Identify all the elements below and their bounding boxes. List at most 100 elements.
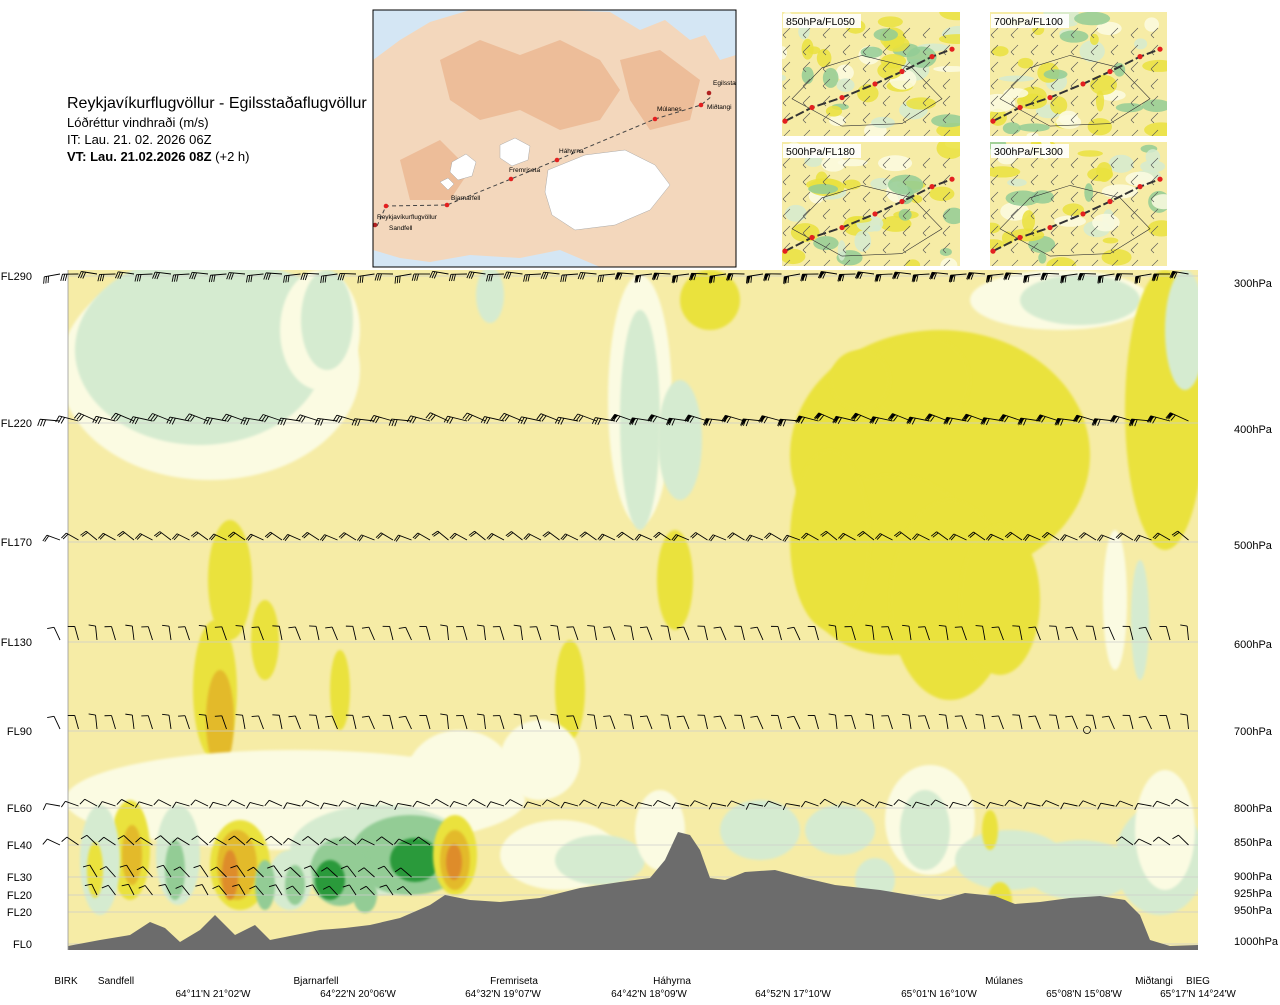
map-waypoint-marker: [554, 157, 560, 163]
wind-barb-feather: [902, 624, 910, 627]
wind-barb: [65, 800, 79, 807]
wind-barb-feather: [579, 272, 584, 280]
wind-barb-feather: [536, 413, 542, 420]
wind-barb: [53, 627, 61, 641]
wind-barb-feather: [857, 531, 864, 536]
wind-barb-feather: [132, 417, 137, 424]
wind-barb: [583, 799, 597, 807]
valid-time-main: VT: Lau. 21.02.2026 08Z: [67, 149, 212, 164]
wind-barb: [675, 802, 690, 807]
wind-barb-feather: [1006, 532, 1013, 539]
inset-waypoint-marker: [899, 198, 905, 205]
contour-region: [165, 840, 185, 900]
inset-map-label: 700hPa/FL100: [994, 16, 1063, 28]
wind-barb: [720, 715, 727, 730]
inset-waypoint-marker: [809, 234, 815, 241]
wind-barb-feather: [240, 417, 245, 425]
wind-barb: [123, 835, 135, 846]
wind-barb-feather: [828, 624, 836, 627]
wind-barb-pennant: [907, 417, 914, 425]
wind-barb: [453, 801, 468, 807]
wind-barb-pennant: [1170, 271, 1177, 279]
wind-barb-feather: [1173, 271, 1178, 279]
wind-barb: [397, 803, 412, 807]
wind-barb-feather: [634, 534, 640, 541]
wind-barb-feather: [507, 272, 512, 280]
wind-barb: [360, 802, 375, 807]
wind-barb-feather: [173, 866, 181, 871]
wind-barb-feather: [156, 864, 164, 868]
wind-barb: [691, 272, 708, 275]
contour-region: [1135, 770, 1195, 890]
wind-barb-feather: [429, 271, 434, 278]
wind-barb: [242, 626, 246, 641]
wind-barb: [602, 533, 616, 541]
wind-barb-feather: [787, 275, 790, 284]
wind-barb-feather: [557, 417, 562, 425]
wind-barb-feather: [802, 533, 809, 540]
wind-barb-pennant: [652, 273, 659, 281]
wind-barb: [793, 627, 801, 641]
wind-barb-feather: [599, 534, 605, 541]
wind-barb-feather: [1080, 533, 1087, 539]
wind-barb-feather: [486, 801, 492, 808]
wind-barb-feather: [726, 273, 729, 281]
wind-barb-feather: [235, 714, 243, 716]
wind-barb: [704, 626, 708, 641]
wind-barb-feather: [302, 273, 306, 281]
wind-barb-feather: [948, 418, 953, 425]
flight-level-label: FL40: [7, 840, 32, 852]
wind-barb: [294, 626, 301, 641]
wind-barb: [402, 886, 412, 896]
pressure-level-label: 500hPa: [1234, 540, 1273, 552]
wind-barb: [102, 801, 116, 807]
cross-section-plot: FL290 FL220 FL170 FL130 FL90 FL60 FL40 FL30 FL20…: [1, 270, 1279, 1000]
wind-barb: [879, 533, 893, 541]
wind-barb-feather: [750, 275, 753, 283]
contour-region: [790, 450, 870, 630]
wind-barb-feather: [713, 715, 721, 718]
wind-barb-feather: [433, 271, 438, 279]
wind-barb-feather: [325, 626, 333, 629]
wind-barb-feather: [1023, 418, 1027, 426]
wind-barb-feather: [763, 800, 769, 808]
wind-barb-feather: [134, 417, 139, 425]
wind-barb-pennant: [1110, 415, 1118, 423]
wind-barb: [683, 626, 690, 641]
wind-barb-feather: [332, 414, 338, 422]
wind-barb-feather: [560, 533, 566, 540]
wind-barb-pennant: [784, 276, 789, 285]
wind-barb-feather: [1043, 533, 1050, 539]
wind-barb-feather: [43, 276, 45, 284]
wind-barb-feather: [1115, 800, 1121, 807]
wind-barb: [620, 799, 634, 807]
wind-barb-feather: [171, 417, 176, 425]
wind-barb: [895, 271, 912, 275]
wind-barb-feather: [95, 416, 100, 424]
wind-barb: [361, 838, 375, 846]
wind-barb-feather: [245, 533, 252, 540]
wind-barb-feather: [192, 532, 199, 538]
wind-barb-feather: [284, 534, 290, 541]
wind-barb-pennant: [1061, 275, 1066, 285]
wind-barb-feather: [64, 273, 68, 281]
inset-waypoint-marker: [1047, 224, 1053, 231]
wind-barb-feather: [745, 534, 751, 541]
wind-barb-feather: [42, 803, 47, 811]
wind-barb-feather: [214, 715, 222, 717]
wind-barb: [140, 837, 153, 846]
wind-barb-feather: [88, 713, 96, 716]
wind-barb-feather: [688, 273, 692, 281]
wind-barb: [317, 417, 338, 422]
wind-barb-feather: [340, 533, 347, 539]
map-frame: [372, 9, 737, 268]
wind-barb: [487, 273, 505, 276]
wind-barb: [249, 802, 264, 807]
wind-barb-feather: [162, 624, 170, 627]
contour-region: [315, 860, 345, 900]
wind-barb-feather: [1151, 273, 1155, 281]
wind-barb: [1026, 802, 1041, 807]
wind-barb: [307, 531, 320, 541]
wind-barb-feather: [986, 802, 991, 809]
wind-barb-feather: [227, 531, 234, 537]
